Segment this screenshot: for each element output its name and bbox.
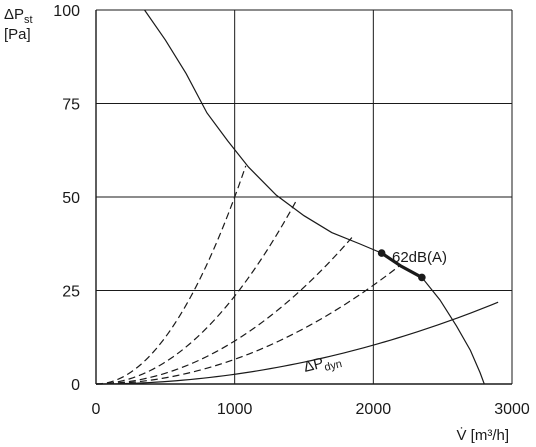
- y-axis-unit: [Pa]: [4, 26, 31, 43]
- x-tick-label: 2000: [356, 401, 392, 418]
- y-tick-label: 75: [62, 97, 80, 114]
- operating-range-label: 62dB(A): [392, 249, 447, 266]
- y-tick-label: 0: [71, 377, 80, 394]
- x-tick-label: 3000: [494, 401, 530, 418]
- x-tick-label: 0: [92, 401, 101, 418]
- y-tick-label: 100: [53, 3, 80, 20]
- system-curve-3: [95, 236, 353, 385]
- y-axis-title: ΔPst: [4, 6, 33, 26]
- grid: [96, 9, 513, 384]
- axes: [95, 10, 512, 385]
- dynamic-pressure-label-subscript: dyn: [323, 358, 343, 374]
- system-curve-2: [95, 198, 298, 385]
- dynamic-pressure-curve: [95, 301, 499, 385]
- x-tick-label: 1000: [217, 401, 253, 418]
- system-curve-1: [95, 165, 247, 385]
- y-tick-label: 25: [62, 284, 80, 301]
- y-tick-label: 50: [62, 190, 80, 207]
- y-axis-title-subscript: st: [24, 14, 33, 26]
- system-curve-4: [95, 264, 402, 385]
- curves: [95, 9, 499, 385]
- operating-range-end-point: [418, 273, 426, 282]
- y-axis-title-main: ΔP: [4, 6, 24, 23]
- fan-curve: [144, 9, 485, 385]
- x-axis-title: V̇ [m³/h]: [456, 427, 509, 444]
- operating-range-segment: [380, 251, 424, 280]
- dynamic-pressure-label-main: ΔP: [302, 355, 326, 376]
- dynamic-pressure-label: ΔPdyn: [302, 350, 343, 379]
- operating-range-start-point: [377, 249, 386, 257]
